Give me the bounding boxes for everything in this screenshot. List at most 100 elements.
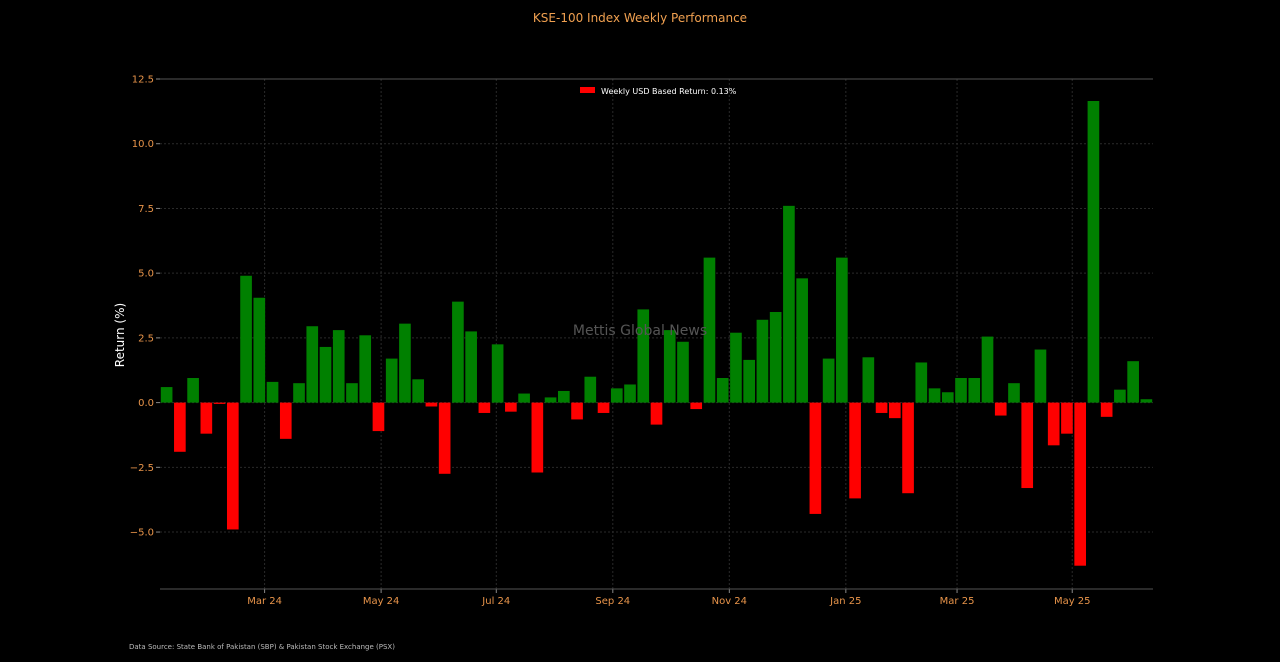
grid-layer	[160, 78, 1153, 589]
bar	[796, 278, 808, 403]
bar	[1100, 402, 1113, 417]
y-tick-label: 0.0	[138, 398, 154, 409]
bar	[531, 402, 544, 473]
y-tick-label: −5.0	[130, 528, 154, 539]
bar	[332, 330, 345, 403]
bar	[1114, 389, 1126, 403]
legend-swatch	[580, 87, 595, 93]
bar	[505, 402, 517, 412]
bar	[452, 301, 464, 403]
bar	[836, 257, 848, 403]
bar	[1034, 349, 1047, 403]
bar	[994, 402, 1007, 416]
bar	[1127, 361, 1139, 403]
data-source-note: Data Source: State Bank of Pakistan (SBP…	[129, 643, 395, 651]
bar	[372, 402, 385, 432]
bar	[187, 378, 199, 403]
bar	[557, 390, 570, 403]
bar	[385, 358, 398, 403]
watermark-text: Mettis Global News	[573, 323, 707, 339]
bar	[743, 359, 756, 403]
y-tick-label: 12.5	[132, 75, 154, 86]
x-tick-label: Mar 25	[940, 596, 975, 607]
bar	[981, 336, 994, 403]
bar	[968, 378, 981, 403]
bar	[783, 205, 795, 403]
x-tick-label: Jul 24	[481, 596, 510, 607]
bar	[624, 384, 636, 403]
bar	[690, 402, 703, 410]
bar	[955, 378, 967, 403]
legend-label: Weekly USD Based Return: 0.13%	[601, 87, 737, 96]
bar	[518, 393, 530, 403]
bar	[544, 397, 557, 403]
bar	[663, 330, 676, 403]
bar	[730, 332, 742, 403]
bar	[279, 402, 292, 439]
legend: Weekly USD Based Return: 0.13%	[580, 87, 737, 96]
bar	[875, 402, 888, 413]
x-tick-label: Sep 24	[595, 596, 630, 607]
bar	[677, 341, 689, 403]
bar	[756, 319, 769, 403]
bar	[346, 383, 358, 403]
bar	[465, 331, 477, 403]
bar	[293, 383, 305, 403]
bar	[1008, 383, 1020, 403]
bar	[399, 323, 411, 403]
bar	[213, 402, 226, 404]
x-tick-label: May 25	[1054, 596, 1091, 607]
bar	[319, 346, 332, 403]
bar	[412, 379, 425, 403]
bar	[1087, 101, 1100, 403]
y-tick-label: 5.0	[138, 269, 154, 280]
bar	[359, 335, 372, 403]
bar	[716, 378, 729, 403]
bar	[637, 309, 650, 403]
bar	[809, 402, 822, 514]
y-tick-label: 10.0	[132, 139, 154, 150]
x-tick-label: Jan 25	[829, 596, 861, 607]
bar	[584, 376, 597, 403]
bar	[174, 402, 186, 452]
y-axis-label: Return (%)	[113, 303, 127, 367]
bar	[597, 402, 610, 413]
y-tick-label: 7.5	[138, 204, 154, 215]
bar	[306, 326, 319, 403]
bar	[1074, 402, 1087, 566]
bar	[571, 402, 583, 420]
bar	[266, 381, 279, 403]
bar	[862, 357, 875, 403]
bar	[425, 402, 438, 407]
bar	[1140, 399, 1153, 403]
bar	[1061, 402, 1073, 434]
bar	[928, 388, 941, 403]
bar	[941, 392, 954, 403]
bar	[253, 297, 266, 403]
bar	[478, 402, 491, 413]
bar	[650, 402, 663, 425]
bar	[200, 402, 213, 434]
bar	[610, 388, 623, 403]
bar	[703, 257, 716, 403]
x-tick-label: Mar 24	[247, 596, 282, 607]
bar	[849, 402, 861, 499]
chart-title: KSE-100 Index Weekly Performance	[533, 11, 747, 25]
bar	[822, 358, 835, 403]
bar	[915, 362, 928, 403]
bar	[226, 402, 239, 530]
bar	[1047, 402, 1060, 446]
bar	[438, 402, 451, 474]
x-tick-label: May 24	[363, 596, 400, 607]
bar	[160, 387, 173, 403]
y-tick-label: 2.5	[138, 333, 154, 344]
bar	[902, 402, 914, 494]
y-tick-label: −2.5	[130, 463, 154, 474]
bar	[491, 344, 504, 403]
axis-layer: 12.5 10.0 7.5 5.0 2.5 0.0 −2.5 −5.0 Mar 24 May 24…	[130, 75, 1153, 607]
bars-layer	[160, 101, 1153, 566]
x-tick-label: Nov 24	[712, 596, 747, 607]
bar	[240, 275, 252, 403]
